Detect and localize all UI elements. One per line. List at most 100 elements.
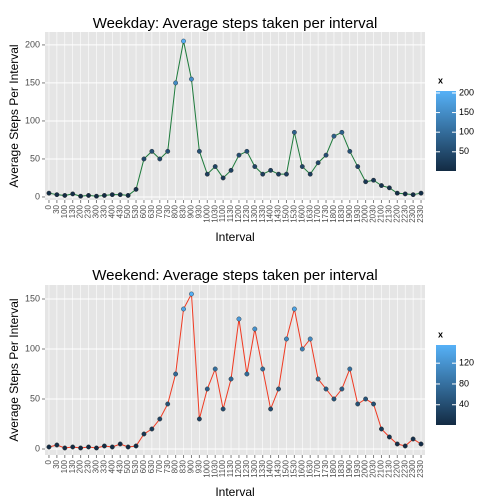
x-tick-label: 1100 xyxy=(218,459,227,477)
data-point xyxy=(363,179,369,185)
x-tick-label: 2330 xyxy=(416,459,425,477)
data-point xyxy=(331,133,337,139)
data-point xyxy=(410,192,416,198)
data-point xyxy=(402,191,408,197)
legend-title: x xyxy=(438,75,443,85)
x-tick-label: 800 xyxy=(171,204,180,218)
x-tick-label: 430 xyxy=(115,459,124,473)
data-point xyxy=(315,160,321,166)
data-point xyxy=(236,316,242,322)
data-point xyxy=(109,444,115,450)
x-tick-label: 1530 xyxy=(289,204,298,222)
x-tick-label: 1230 xyxy=(242,459,251,477)
x-tick-label: 130 xyxy=(68,459,77,473)
data-point xyxy=(189,76,194,82)
data-point xyxy=(355,164,361,169)
data-point xyxy=(141,431,147,437)
x-tick-label: 1930 xyxy=(353,204,362,222)
x-tick-label: 1400 xyxy=(266,204,275,222)
x-tick-label: 1030 xyxy=(210,204,219,222)
x-tick-label: 300 xyxy=(92,204,101,218)
x-tick-label: 2030 xyxy=(369,459,378,477)
x-tick-label: 2230 xyxy=(400,204,409,222)
data-point xyxy=(291,129,297,135)
data-point xyxy=(157,416,163,422)
data-point xyxy=(307,336,313,342)
x-tick-label: 1430 xyxy=(274,204,283,222)
x-tick-label: 130 xyxy=(68,204,77,218)
x-tick-label: 230 xyxy=(84,459,93,473)
x-tick-label: 730 xyxy=(163,204,172,218)
legend-title: x xyxy=(438,329,443,339)
colorbar xyxy=(436,345,456,425)
x-tick-label: 1900 xyxy=(345,459,354,477)
x-tick-label: 1730 xyxy=(321,204,330,222)
x-tick-label: 200 xyxy=(76,204,85,218)
data-point xyxy=(379,426,384,432)
data-point xyxy=(394,441,400,447)
x-tick-label: 2000 xyxy=(361,204,370,222)
data-point xyxy=(125,193,131,198)
x-tick-label: 1200 xyxy=(234,459,243,477)
data-point xyxy=(260,366,266,372)
y-tick-label: 200 xyxy=(25,39,40,49)
data-point xyxy=(46,444,52,450)
data-point xyxy=(54,192,60,198)
data-point xyxy=(204,386,210,392)
data-point xyxy=(315,376,321,382)
colorbar-label: 200 xyxy=(459,87,474,97)
data-point xyxy=(323,152,329,158)
data-point xyxy=(117,192,123,198)
x-tick-label: 1800 xyxy=(329,204,338,222)
x-tick-label: 530 xyxy=(131,459,140,473)
x-tick-label: 400 xyxy=(107,204,116,218)
data-point xyxy=(157,156,163,162)
plot-background xyxy=(45,285,425,455)
data-point xyxy=(117,441,123,447)
x-tick-label: 830 xyxy=(179,459,188,473)
data-point xyxy=(189,291,194,297)
data-point xyxy=(418,190,424,196)
x-tick-label: 1630 xyxy=(305,204,314,222)
data-point xyxy=(46,190,52,196)
x-tick-label: 1630 xyxy=(305,459,314,477)
x-tick-label: 1000 xyxy=(202,459,211,477)
x-tick-label: 1830 xyxy=(337,204,346,222)
x-tick-label: 1330 xyxy=(258,204,267,222)
x-tick-label: 2130 xyxy=(384,459,393,477)
x-axis-label: Interval xyxy=(215,485,254,499)
y-tick-label: 150 xyxy=(25,77,40,87)
y-tick-label: 100 xyxy=(25,343,40,353)
x-tick-label: 1900 xyxy=(345,204,354,222)
data-point xyxy=(323,386,329,392)
chart-title: Weekday: Average steps taken per interva… xyxy=(93,15,378,32)
data-point xyxy=(149,148,155,154)
plot-background xyxy=(45,32,425,200)
data-point xyxy=(228,376,234,382)
x-tick-label: 900 xyxy=(187,459,196,473)
colorbar-label: 100 xyxy=(459,127,474,137)
y-tick-label: 100 xyxy=(25,115,40,125)
data-point xyxy=(386,434,392,440)
data-point xyxy=(181,38,186,44)
x-tick-label: 0 xyxy=(44,204,53,209)
colorbar-label: 50 xyxy=(459,146,469,156)
x-tick-label: 2100 xyxy=(377,459,386,477)
x-tick-label: 2300 xyxy=(408,459,417,477)
x-tick-label: 100 xyxy=(60,459,69,473)
x-tick-label: 930 xyxy=(194,459,203,473)
x-tick-label: 1300 xyxy=(250,204,259,222)
x-tick-label: 1100 xyxy=(218,204,227,222)
x-tick-label: 1530 xyxy=(289,459,298,477)
data-point xyxy=(418,441,424,447)
data-point xyxy=(394,190,400,196)
x-tick-label: 2130 xyxy=(384,204,393,222)
x-tick-label: 2230 xyxy=(400,459,409,477)
x-tick-label: 1330 xyxy=(258,459,267,477)
x-tick-label: 2300 xyxy=(408,204,417,222)
x-tick-label: 700 xyxy=(155,204,164,218)
colorbar-label: 150 xyxy=(459,107,474,117)
data-point xyxy=(347,366,353,372)
data-point xyxy=(165,401,171,407)
chart-title: Weekend: Average steps taken per interva… xyxy=(92,267,377,284)
